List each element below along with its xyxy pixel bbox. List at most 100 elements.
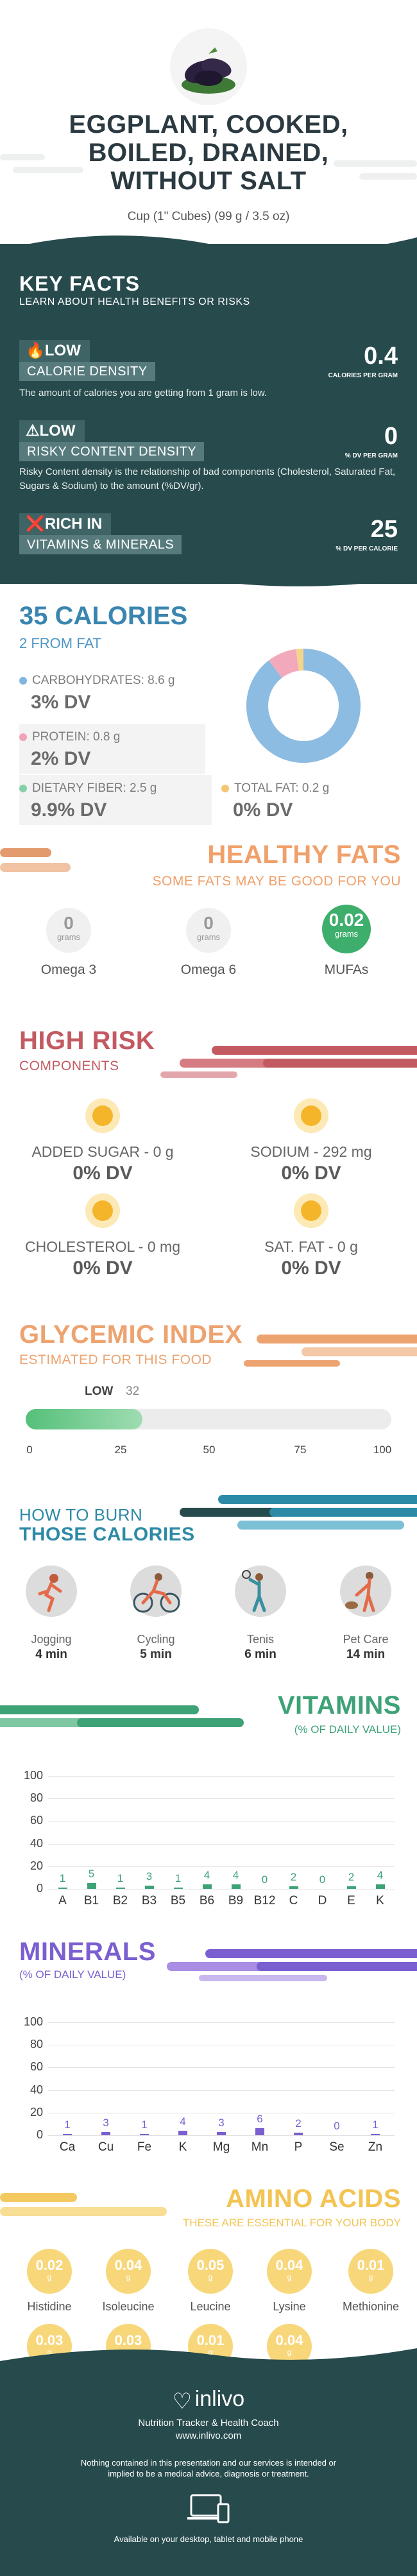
footer-disclaimer: Nothing contained in this presentation a… [80, 2458, 337, 2478]
minerals-y-tick: 20 [30, 2105, 43, 2119]
sat-fat-label: SAT. FAT - 0 g [264, 1238, 358, 1255]
vitamins-x-label: E [347, 1894, 355, 1907]
protein-dv: 2% DV [31, 748, 91, 769]
vitamins-bar-value: 2 [348, 1871, 355, 1884]
footer-brand-row: ♡ inlivo [0, 2387, 417, 2414]
jogging-icon [26, 1565, 77, 1617]
minerals-subtitle: (% OF DAILY VALUE) [19, 1968, 126, 1981]
header-watermark-stripes [0, 154, 417, 180]
vitamins-gridline [48, 1776, 395, 1777]
footer-available: Available on your desktop, tablet and mo… [114, 2534, 303, 2544]
tennis-icon [235, 1565, 286, 1617]
vitamins-bar-E [346, 1886, 356, 1889]
glycemic-stripes [244, 1335, 417, 1367]
minerals-bar-Ca [63, 2134, 72, 2135]
vitamins-minerals-badge: ❌RICH IN [19, 513, 112, 535]
fiber-dv: 9.9% DV [31, 799, 107, 821]
cholesterol-dv: 0% DV [72, 1258, 133, 1279]
vitamins-bar-value: 1 [59, 1872, 66, 1885]
fat-dot [221, 784, 229, 792]
footer-url[interactable]: www.inlivo.com [175, 2430, 242, 2441]
omega3-name: Omega 3 [40, 962, 97, 977]
tennis-name: Tenis [246, 1633, 275, 1646]
minerals-bar-value: 1 [372, 2119, 379, 2131]
vitamins-bar-K [375, 1884, 385, 1889]
cholesterol-smiley-icon [85, 1193, 120, 1228]
sat-fat-smiley-icon [294, 1193, 328, 1228]
vitamins-y-tick: 80 [30, 1791, 43, 1805]
minerals-bar-value: 3 [103, 2116, 109, 2129]
vitamins-bar-B6 [202, 1884, 212, 1889]
minerals-x-label: P [294, 2140, 303, 2154]
macro-carbohydrates: CARBOHYDRATES: 8.6 g 3% DV [19, 667, 205, 717]
amino-unit: g [208, 2273, 213, 2282]
amino-value: 0.04 [275, 2257, 303, 2273]
heart-logo-icon: ♡ [172, 2389, 192, 2414]
minerals-x-label: Zn [368, 2140, 383, 2154]
amino-unit: g [368, 2273, 373, 2282]
minerals-bar-Mg [217, 2131, 226, 2135]
sat-fat-dv: 0% DV [281, 1258, 341, 1279]
minerals-y-tick: 0 [36, 2128, 43, 2141]
amino-value: 0.01 [196, 2332, 225, 2348]
vitamins-title: VITAMINS [277, 1691, 401, 1719]
macro-fat: TOTAL FAT: 0.2 g 0% DV [221, 775, 398, 825]
key-facts-section: KEY FACTS LEARN ABOUT HEALTH BENEFITS OR… [0, 244, 417, 584]
amino-value: 0.04 [275, 2332, 303, 2348]
molecule-icon: ❌ [26, 515, 45, 533]
minerals-x-label: Ca [59, 2140, 76, 2154]
vitamins-bar-A [58, 1888, 67, 1889]
vitamins-gridline [48, 1843, 395, 1845]
vitamins-y-tick: 60 [30, 1814, 43, 1827]
risky-density-value: 0 [384, 423, 398, 450]
amino-unit: g [47, 2348, 52, 2357]
gi-tick: 0 [26, 1444, 33, 1456]
glycemic-title: GLYCEMIC INDEX [19, 1320, 243, 1349]
amino-unit: g [47, 2273, 52, 2282]
sodium-smiley-icon [294, 1098, 328, 1133]
amino-value: 0.05 [196, 2257, 225, 2273]
jogging-time: 4 min [35, 1648, 67, 1661]
minerals-y-tick: 60 [30, 2060, 43, 2074]
pet-care-icon [340, 1565, 391, 1617]
amino-unit: g [287, 2348, 292, 2357]
vitamins-x-label: B3 [141, 1894, 157, 1907]
glycemic-subtitle: ESTIMATED FOR THIS FOOD [19, 1352, 212, 1367]
minerals-x-label: Cu [98, 2140, 114, 2154]
vitamins-x-label: B5 [170, 1894, 186, 1907]
minerals-bar-value: 1 [64, 2119, 71, 2131]
tennis-time: 6 min [244, 1648, 277, 1661]
vitamins-bar-C [289, 1886, 298, 1889]
gi-tick: 50 [203, 1444, 216, 1456]
key-facts-title: KEY FACTS [19, 272, 140, 295]
amino-unit: g [126, 2273, 131, 2282]
vitamins-x-label: B1 [83, 1894, 99, 1907]
burn-title-top: HOW TO BURN [19, 1505, 143, 1524]
fat-label: TOTAL FAT: 0.2 g [234, 781, 330, 795]
vitamins-x-label: C [289, 1894, 298, 1907]
vitamins-gridline [48, 1798, 395, 1800]
amino-stripe [0, 2193, 77, 2202]
minerals-bar-Cu [101, 2131, 110, 2135]
vitamins-bar-B1 [87, 1883, 96, 1889]
vitamins-minerals-unit: % DV PER CALORIE [336, 545, 398, 552]
vitamins-gridline [48, 1866, 395, 1867]
vitamins-bar-B3 [144, 1885, 154, 1889]
footer-brand: inlivo [194, 2387, 245, 2411]
amino-value: 0.01 [357, 2257, 385, 2273]
calories-subtitle: 2 FROM FAT [19, 635, 101, 651]
vitamins-x-label: B2 [112, 1894, 128, 1907]
minerals-bar-value: 6 [257, 2113, 263, 2126]
minerals-title: MINERALS [19, 1938, 156, 1966]
amino-unit: g [287, 2273, 292, 2282]
amino-circle-leucine: 0.05 g [188, 2249, 233, 2294]
cholesterol-label: CHOLESTEROL - 0 mg [25, 1238, 180, 1255]
vitamins-bar-value: 4 [232, 1868, 239, 1881]
omega6-value: 0 [203, 913, 214, 933]
protein-label: PROTEIN: 0.8 g [32, 730, 121, 744]
calorie-density-badge: 🔥LOW [19, 340, 90, 362]
minerals-bar-Fe [140, 2134, 149, 2135]
minerals-bar-value: 4 [180, 2115, 186, 2128]
high-risk-stripes [160, 1046, 417, 1078]
